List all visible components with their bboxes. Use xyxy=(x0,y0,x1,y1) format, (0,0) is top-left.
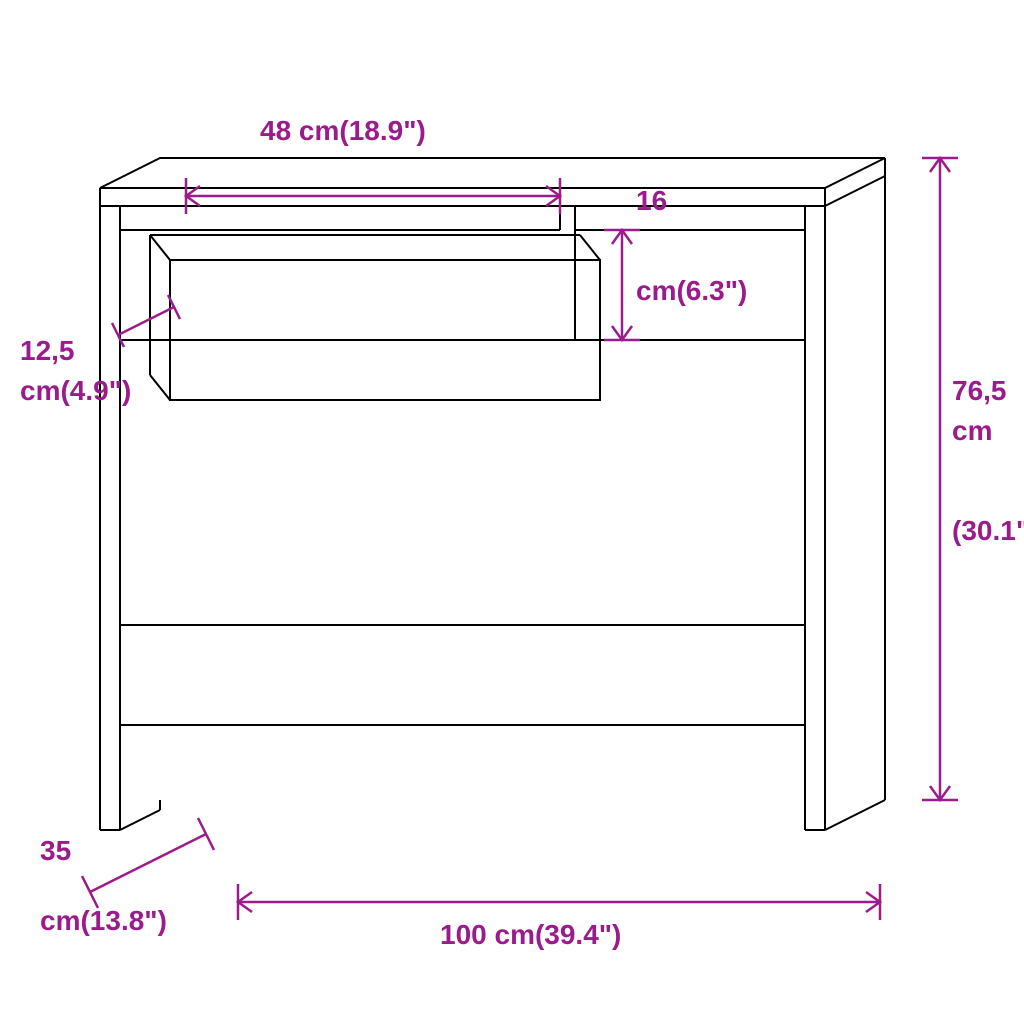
dim-height-label-1: 76,5 xyxy=(952,375,1007,406)
dim-height-label-3: (30.1") xyxy=(952,515,1024,546)
dim-depth: 35 cm(13.8") xyxy=(40,818,214,936)
dimensions: 48 cm(18.9") 16 cm(6.3") 12,5 cm(4.9") 3… xyxy=(20,115,1024,950)
dim-drawer-height-label-2: cm(6.3") xyxy=(636,275,747,306)
dim-drawer-depth-label-1: 12,5 xyxy=(20,335,75,366)
dim-width-label: 100 cm(39.4") xyxy=(440,919,621,950)
dim-drawer-depth-label-2: cm(4.9") xyxy=(20,375,131,406)
dim-drawer-width-label: 48 cm(18.9") xyxy=(260,115,426,146)
dim-drawer-width: 48 cm(18.9") xyxy=(186,115,560,214)
dimension-diagram: 48 cm(18.9") 16 cm(6.3") 12,5 cm(4.9") 3… xyxy=(0,0,1024,1024)
dim-height-label-2: cm xyxy=(952,415,992,446)
dim-drawer-height-label-1: 16 xyxy=(636,185,667,216)
dim-drawer-height: 16 cm(6.3") xyxy=(604,185,747,340)
furniture-outline xyxy=(100,158,885,830)
dim-depth-label-1: 35 xyxy=(40,835,71,866)
dim-width: 100 cm(39.4") xyxy=(238,884,880,950)
dim-depth-label-2: cm(13.8") xyxy=(40,905,167,936)
dim-height: 76,5 cm (30.1") xyxy=(922,158,1024,800)
